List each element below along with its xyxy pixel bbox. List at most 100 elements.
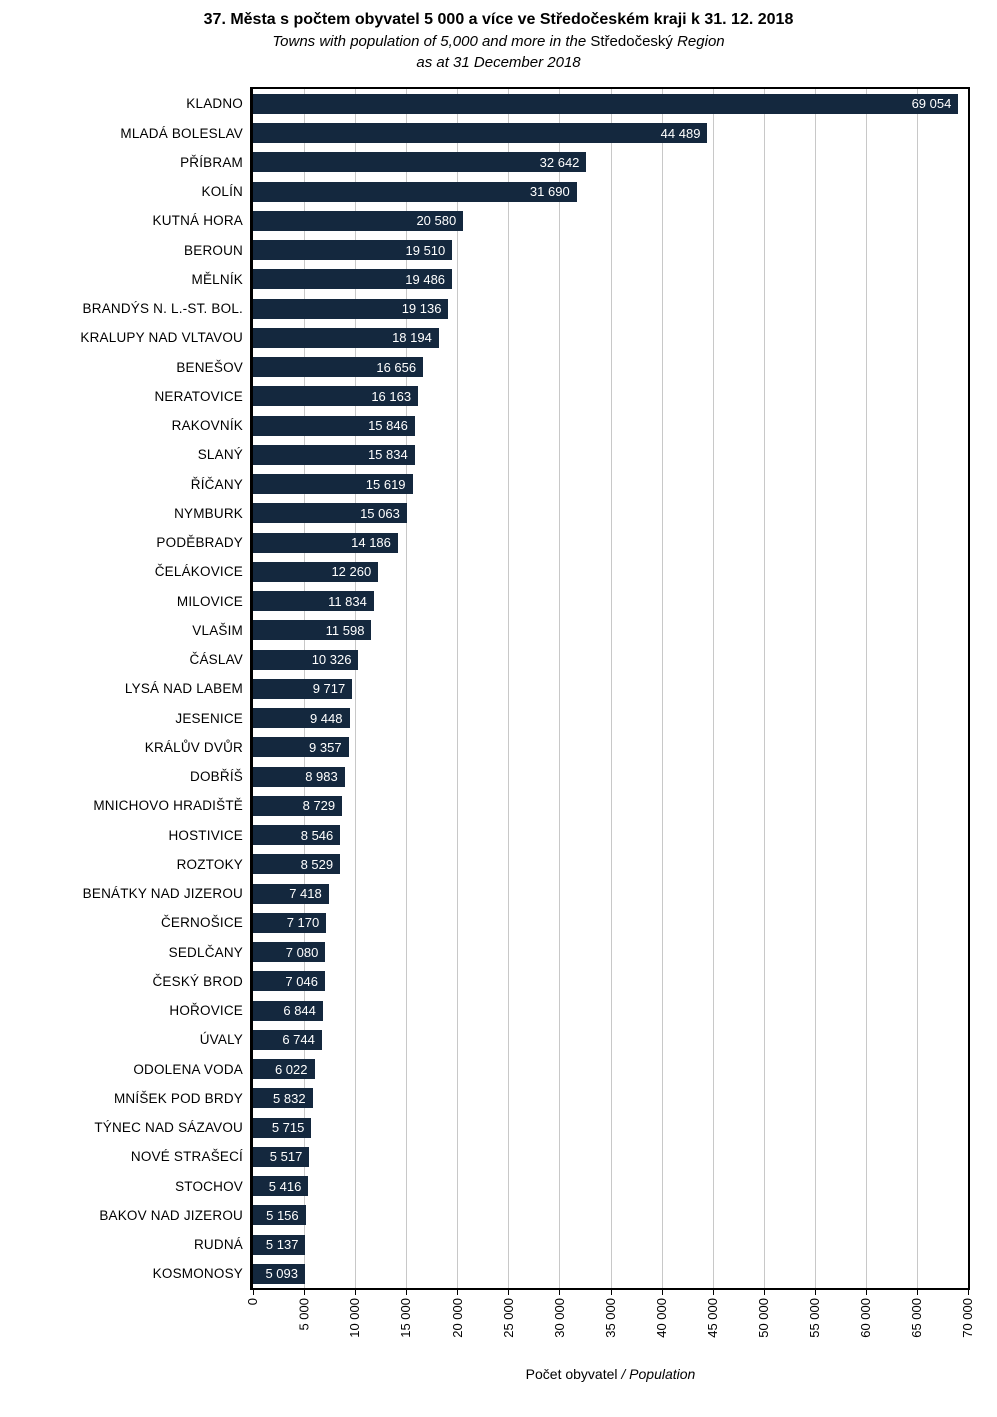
bar-row: ŘÍČANY 15 619 <box>0 469 968 498</box>
bar: 10 326 <box>253 649 359 670</box>
x-tick-label: 45 000 <box>704 1298 720 1338</box>
category-label: JESENICE <box>175 710 243 726</box>
bar: 19 136 <box>253 298 449 319</box>
bar-track: 7 418 <box>253 883 968 904</box>
category-label: NOVÉ STRAŠECÍ <box>130 1149 243 1165</box>
bar-value-label: 15 846 <box>368 418 408 434</box>
bar-value-label: 6 022 <box>274 1061 308 1077</box>
bar: 18 194 <box>253 327 439 348</box>
gridline <box>559 89 561 1289</box>
x-tick-mark <box>559 1290 561 1296</box>
category-label: STOCHOV <box>175 1178 243 1194</box>
category-label: ŘÍČANY <box>190 476 243 492</box>
x-tick-mark <box>763 1290 765 1296</box>
x-tick-label: 25 000 <box>500 1298 516 1338</box>
bar-row: TÝNEC NAD SÁZAVOU 5 715 <box>0 1113 968 1142</box>
bar-row: ČÁSLAV 10 326 <box>0 645 968 674</box>
bar-track: 8 983 <box>253 766 968 787</box>
bar-row: JESENICE 9 448 <box>0 703 968 732</box>
bar-row: KUTNÁ HORA 20 580 <box>0 206 968 235</box>
category-label: KLADNO <box>186 96 243 112</box>
bar-track: 6 744 <box>253 1029 968 1050</box>
gridline <box>661 89 663 1289</box>
bar-value-label: 5 832 <box>273 1090 306 1106</box>
bar: 20 580 <box>253 210 464 231</box>
bar: 7 170 <box>253 912 327 933</box>
x-tick-label: 20 000 <box>449 1298 465 1338</box>
bar: 15 619 <box>253 474 413 495</box>
category-label: KRALUPY NAD VLTAVOU <box>80 330 243 346</box>
subtitle-en-region-name: Středočeský <box>590 33 673 51</box>
bar-row: KLADNO 69 054 <box>0 89 968 118</box>
category-label: PODĚBRADY <box>156 535 243 551</box>
bar: 32 642 <box>253 152 587 173</box>
x-tick-label: 60 000 <box>857 1298 873 1338</box>
category-label: MILOVICE <box>176 593 243 609</box>
chart-title: 37. Města s počtem obyvatel 5 000 a více… <box>203 11 794 28</box>
bar-row: LYSÁ NAD LABEM 9 717 <box>0 674 968 703</box>
bar-row: HOŘOVICE 6 844 <box>0 996 968 1025</box>
bar-value-label: 8 529 <box>300 856 334 872</box>
bar: 9 357 <box>253 737 349 758</box>
bar-track: 8 729 <box>253 795 968 816</box>
bar-track: 15 834 <box>253 444 968 465</box>
category-label: MLADÁ BOLESLAV <box>120 125 243 141</box>
x-tick-label: 15 000 <box>398 1298 414 1338</box>
x-tick-mark <box>355 1290 357 1296</box>
bar: 9 717 <box>253 678 353 699</box>
bar: 7 080 <box>253 942 326 963</box>
bar-value-label: 19 136 <box>401 301 442 317</box>
bar-row: PŘÍBRAM 32 642 <box>0 148 968 177</box>
bar-value-label: 5 715 <box>271 1120 305 1136</box>
bar: 16 656 <box>253 357 424 378</box>
bar-row: ČELÁKOVICE 12 260 <box>0 557 968 586</box>
bar-track: 11 598 <box>253 620 968 641</box>
x-axis: 0 5 000 10 000 15 000 20 000 25 000 30 000 35 0… <box>245 1290 975 1352</box>
bar: 8 546 <box>253 825 341 846</box>
bar-track: 20 580 <box>253 210 968 231</box>
bar-track: 19 510 <box>253 240 968 261</box>
bar-row: KRALUPY NAD VLTAVOU 18 194 <box>0 323 968 352</box>
bar-value-label: 11 834 <box>328 593 367 609</box>
bar: 7 418 <box>253 883 329 904</box>
bar: 12 260 <box>253 561 379 582</box>
category-label: ČERNOŠICE <box>160 915 243 931</box>
x-tick-label: 70 000 <box>960 1298 975 1338</box>
category-label: PŘÍBRAM <box>180 154 243 170</box>
bar: 15 834 <box>253 444 415 465</box>
bar-value-label: 18 194 <box>392 330 432 346</box>
bar-value-label: 44 489 <box>660 125 701 141</box>
category-label: ROZTOKY <box>176 856 243 872</box>
gridline <box>355 89 357 1289</box>
category-label: LYSÁ NAD LABEM <box>124 681 243 697</box>
bar-value-label: 5 416 <box>268 1178 302 1194</box>
gridline <box>763 89 765 1289</box>
category-label: KUTNÁ HORA <box>152 213 243 229</box>
bar: 8 983 <box>253 766 345 787</box>
bar-value-label: 8 546 <box>300 827 334 843</box>
x-axis-title-cz: Počet obyvatel <box>525 1366 622 1383</box>
bar-row: BRANDÝS N. L.-ST. BOL. 19 136 <box>0 294 968 323</box>
bar-track: 19 136 <box>253 298 968 319</box>
bar-value-label: 16 163 <box>371 388 412 404</box>
bar-row: ÚVALY 6 744 <box>0 1025 968 1054</box>
x-tick-mark <box>406 1290 408 1296</box>
gridline <box>865 89 867 1289</box>
bar-row: MILOVICE 11 834 <box>0 586 968 615</box>
bar-row: MNICHOVO HRADIŠTĚ 8 729 <box>0 791 968 820</box>
bar-row: NERATOVICE 16 163 <box>0 382 968 411</box>
bar-track: 5 832 <box>253 1088 968 1109</box>
bar-track: 16 163 <box>253 386 968 407</box>
bar-row: PODĚBRADY 14 186 <box>0 528 968 557</box>
bar-track: 5 156 <box>253 1205 968 1226</box>
bar-track: 9 717 <box>253 678 968 699</box>
bar: 5 156 <box>253 1205 306 1226</box>
bar-row: RAKOVNÍK 15 846 <box>0 411 968 440</box>
category-label: ODOLENA VODA <box>133 1061 243 1077</box>
bar-value-label: 16 656 <box>376 359 417 375</box>
bar-track: 31 690 <box>253 181 968 202</box>
bar-value-label: 32 642 <box>539 154 580 170</box>
bar-value-label: 15 063 <box>360 505 400 521</box>
bar-track: 44 489 <box>253 123 968 144</box>
bar-value-label: 7 046 <box>285 973 318 989</box>
